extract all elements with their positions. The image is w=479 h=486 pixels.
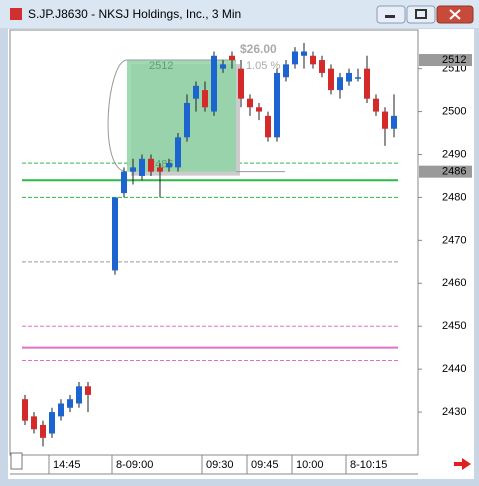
minimize-icon [385,15,395,18]
candle-body [49,412,55,434]
candle-body [229,55,235,61]
x-tick-label: 14:45 [53,459,81,471]
x-tick-label: 8-09:00 [116,459,153,471]
candle-body [382,111,388,129]
measure-change: $26.00 [240,42,277,56]
candle-body [301,51,307,56]
candle-body [85,386,91,395]
candle-body [373,98,379,112]
candle-body [256,107,262,112]
candle-body [346,72,352,82]
x-tick-label: 09:30 [206,459,234,471]
candle-body [58,403,64,417]
y-tick-label: 2460 [442,277,466,289]
minimize-button[interactable] [376,5,406,24]
candle-body [193,85,199,99]
candle-body [292,51,298,65]
candle-body [202,90,208,108]
y-tick-label: 2480 [442,191,466,203]
price-marker [419,54,472,67]
candle-body [283,64,289,78]
app-icon [10,8,22,20]
candle-body [319,60,325,73]
measure-from-label: 2486 [149,159,173,171]
candle-body [166,163,172,168]
scroll-box[interactable] [10,452,23,470]
candle-body [364,68,370,99]
candle-body [310,55,316,65]
candle-body [355,77,361,79]
x-tick-label: 10:00 [296,459,324,471]
close-icon [449,9,461,20]
candle-body [112,197,118,271]
candle-body [328,68,334,91]
y-tick-label: 2490 [442,148,466,160]
candle-body [220,64,226,69]
candle-body [211,55,217,112]
measure-to-label: 2512 [149,60,173,72]
candle-body [121,171,127,194]
candle-body [40,424,46,438]
y-tick-label: 2450 [442,320,466,332]
candle-body [130,167,136,172]
candle-body [247,98,253,108]
measure-box [127,60,236,172]
candle-body [391,115,397,129]
y-tick-label: 2500 [442,105,466,117]
candle-body [238,68,244,99]
candle-body [76,386,82,404]
window-title: S.JP.J8630 - NKSJ Holdings, Inc., 3 Min [28,7,241,21]
candle-body [337,77,343,91]
y-tick-label: 2440 [442,363,466,375]
candle-body [265,115,271,138]
x-tick-label: 09:45 [251,459,279,471]
measure-bracket [107,59,236,173]
price-marker-label: 2512 [442,54,466,66]
price-marker [419,165,472,178]
candle-body [148,158,154,172]
maximize-button[interactable] [406,5,436,24]
candle-body [184,102,190,138]
candle-body [175,137,181,168]
measure-percent: 1.05 % [246,60,280,72]
maximize-icon [415,9,427,19]
y-tick-label: 2430 [442,406,466,418]
price-marker-label: 2486 [442,166,466,178]
candle-body [157,167,163,172]
x-tick-label: 8-10:15 [350,459,387,471]
y-tick-label: 2470 [442,234,466,246]
candle-body [67,399,73,408]
candle-body [31,416,37,430]
candle-body [22,399,28,421]
candle-body [139,158,145,176]
candle-body [274,72,280,138]
scroll-arrow[interactable] [454,458,471,470]
